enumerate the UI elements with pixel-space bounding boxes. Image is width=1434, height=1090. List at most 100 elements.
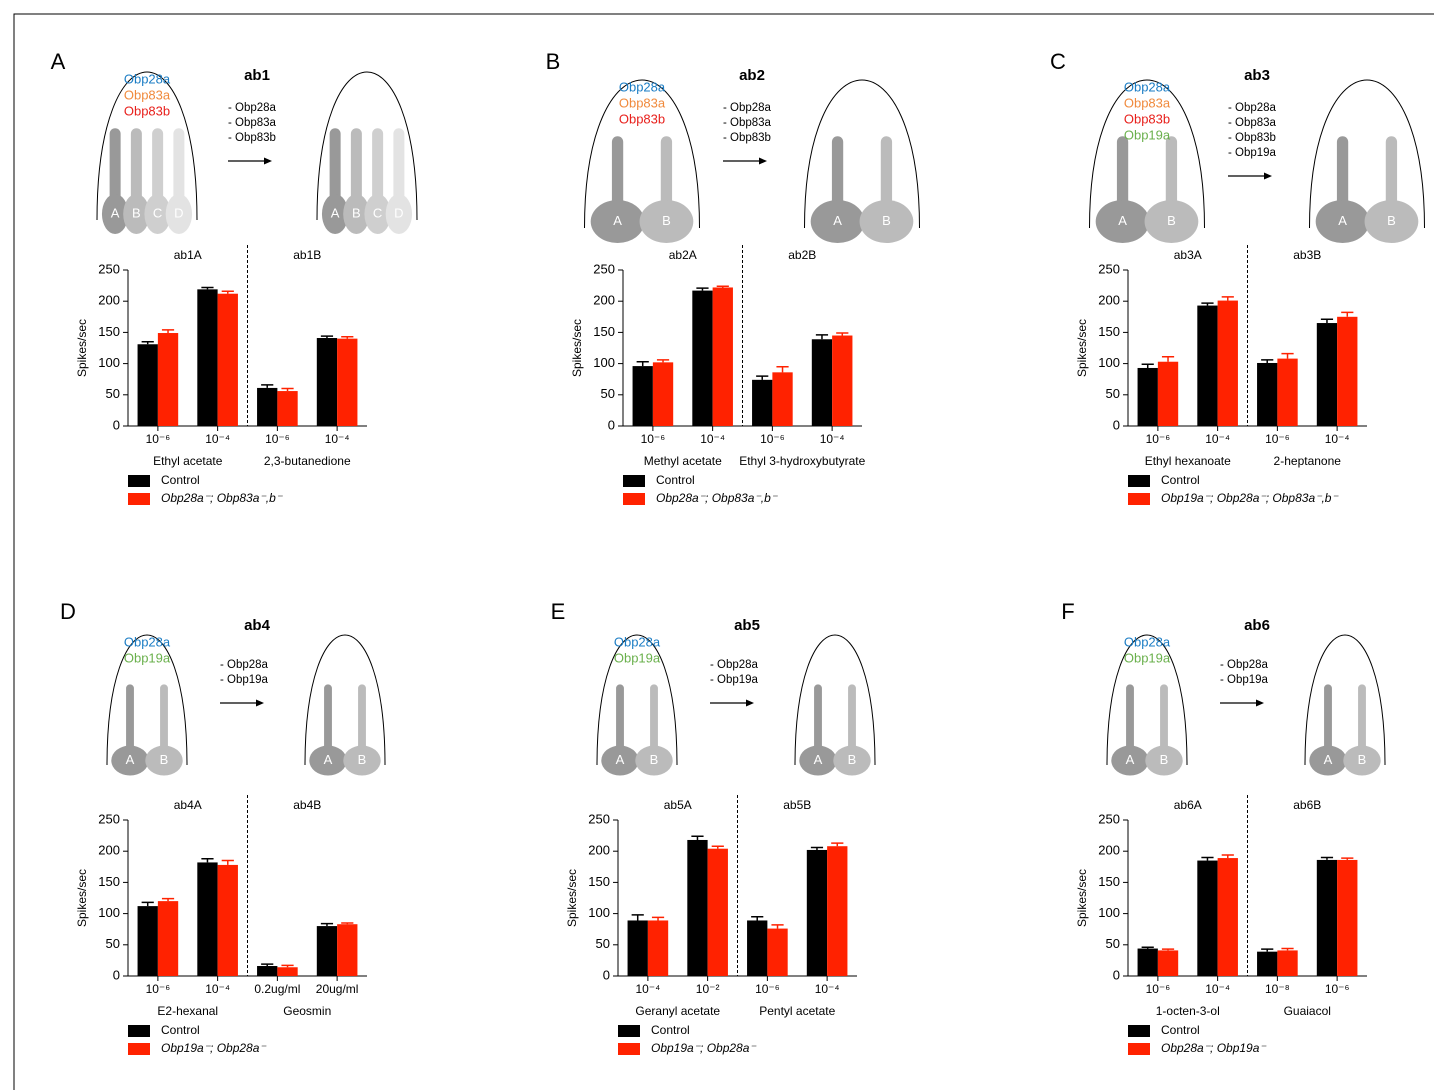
y-tick-label: 100 xyxy=(593,355,615,370)
error-bar xyxy=(1341,858,1353,860)
y-tick-label: 200 xyxy=(1098,843,1120,858)
dendrite xyxy=(616,684,624,756)
panel-letter: E xyxy=(551,599,566,624)
deletion-label: - Obp83b xyxy=(1228,132,1276,144)
error-bar xyxy=(281,965,293,967)
bar xyxy=(1337,860,1357,976)
bar xyxy=(767,929,787,976)
bar xyxy=(218,294,238,426)
error-bar xyxy=(1281,354,1293,359)
error-bar xyxy=(657,360,669,362)
y-tick-label: 250 xyxy=(98,811,120,826)
neuron-label: B xyxy=(882,213,891,228)
bar xyxy=(1317,860,1337,976)
deletion-label: - Obp28a xyxy=(723,102,772,114)
panel-letter: C xyxy=(1050,49,1066,74)
y-tick-label: 200 xyxy=(588,843,610,858)
arrow-head xyxy=(1256,700,1264,707)
y-tick-label: 50 xyxy=(1106,936,1120,951)
deletion-label: - Obp83b xyxy=(723,132,771,144)
obp-label: Obp28a xyxy=(614,634,661,649)
legend-label: Control xyxy=(651,1023,690,1037)
bar xyxy=(158,333,178,426)
dendrite xyxy=(814,684,822,756)
error-bar xyxy=(771,925,783,929)
bar xyxy=(1257,952,1277,976)
y-tick-label: 100 xyxy=(1098,905,1120,920)
error-bar xyxy=(756,376,768,380)
x-tick-label: 10⁻⁶ xyxy=(265,432,290,446)
error-bar xyxy=(1201,303,1213,305)
odorant-label: Guaiacol xyxy=(1284,1004,1331,1018)
neuron-label: B xyxy=(650,752,659,767)
x-tick-label: 10⁻⁶ xyxy=(1325,982,1350,996)
x-tick-label: 10⁻⁴ xyxy=(1205,432,1230,446)
error-bar xyxy=(691,836,703,840)
y-tick-label: 200 xyxy=(1098,293,1120,308)
group-label: ab2A xyxy=(669,248,697,262)
neuron-label: A xyxy=(324,752,333,767)
bar xyxy=(138,906,158,976)
odorant-label: Geosmin xyxy=(283,1004,331,1018)
x-tick-label: 10⁻⁴ xyxy=(205,432,230,446)
bar xyxy=(1158,362,1178,426)
error-bar xyxy=(321,336,333,338)
group-label: ab4B xyxy=(293,798,321,812)
bar xyxy=(138,344,158,426)
y-tick-label: 150 xyxy=(1098,874,1120,889)
deletion-label: - Obp83a xyxy=(723,117,772,129)
x-tick-label: 10⁻⁴ xyxy=(635,982,660,996)
deletion-label: - Obp28a xyxy=(710,659,759,671)
legend-label: Control xyxy=(1161,473,1200,487)
figure: Aab1ABCDObp28aObp83aObp83bABCD- Obp28a- … xyxy=(0,0,1434,1090)
error-bar xyxy=(717,286,729,287)
bar xyxy=(257,966,277,976)
neuron-label: A xyxy=(616,752,625,767)
y-axis-label: Spikes/sec xyxy=(75,319,89,377)
error-bar xyxy=(1142,364,1154,368)
obp-label: Obp28a xyxy=(124,71,171,86)
x-tick-label: 0.2ug/ml xyxy=(254,982,300,996)
legend-swatch xyxy=(623,493,645,505)
neuron-label: B xyxy=(1167,213,1176,228)
neuron-label: A xyxy=(111,205,120,220)
legend-label: Obp28a⁻; Obp83a⁻,b⁻ xyxy=(161,491,284,505)
error-bar xyxy=(341,337,353,339)
obp-label: Obp28a xyxy=(1124,634,1171,649)
bar xyxy=(807,850,827,976)
x-tick-label: 10⁻⁶ xyxy=(1146,982,1171,996)
x-tick-label: 20ug/ml xyxy=(316,982,359,996)
y-tick-label: 0 xyxy=(1113,967,1120,982)
bar xyxy=(257,388,277,426)
y-tick-label: 250 xyxy=(1098,811,1120,826)
legend-swatch xyxy=(1128,493,1150,505)
bar xyxy=(1197,306,1217,426)
bar xyxy=(1317,323,1337,426)
y-tick-label: 0 xyxy=(113,967,120,982)
x-tick-label: 10⁻⁶ xyxy=(146,982,171,996)
bar xyxy=(1138,368,1158,426)
neuron-label: B xyxy=(1358,752,1367,767)
bar xyxy=(752,380,772,426)
x-tick-label: 10⁻⁶ xyxy=(1146,432,1171,446)
obp-label: Obp83a xyxy=(1124,95,1171,110)
dendrite xyxy=(1160,684,1168,756)
neuron-label: A xyxy=(1118,213,1127,228)
error-bar xyxy=(1162,949,1174,950)
y-axis-label: Spikes/sec xyxy=(1075,869,1089,927)
sensillum-outline xyxy=(305,635,385,765)
bar xyxy=(337,924,357,976)
error-bar xyxy=(1142,947,1154,948)
obp-label: Obp83b xyxy=(1124,111,1170,126)
neuron-label: A xyxy=(814,752,823,767)
neuron-label: C xyxy=(373,205,382,220)
neuron-label: D xyxy=(174,205,183,220)
dendrite xyxy=(160,684,168,756)
y-axis-label: Spikes/sec xyxy=(565,869,579,927)
obp-label: Obp28a xyxy=(619,79,666,94)
odorant-label: Ethyl 3-hydroxybutyrate xyxy=(739,454,865,468)
legend-swatch xyxy=(618,1043,640,1055)
bar xyxy=(1218,301,1238,426)
legend-label: Obp19a⁻; Obp28a⁻ xyxy=(651,1041,757,1055)
